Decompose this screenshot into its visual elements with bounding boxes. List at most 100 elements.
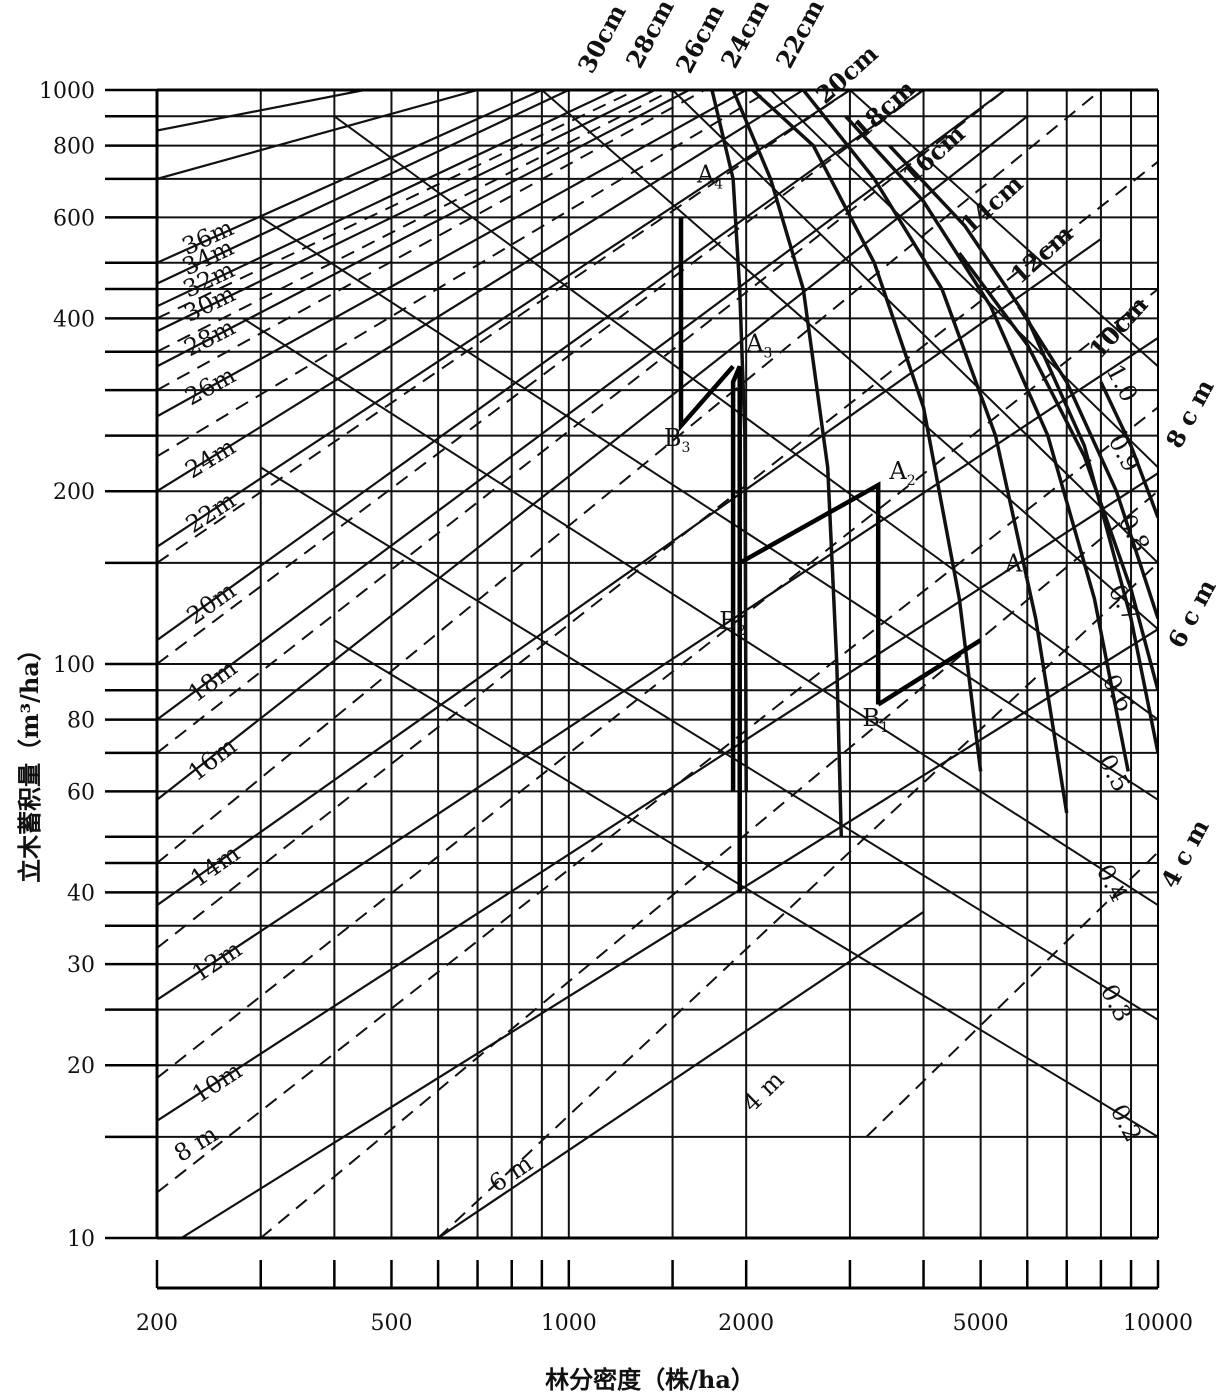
thinning-path-2	[738, 481, 881, 705]
height-line-label: 20m	[182, 576, 242, 630]
height-line-32m	[157, 90, 616, 308]
point-label-main: A	[696, 161, 715, 189]
point-label-sub: 2	[737, 623, 746, 639]
thinning-path-3	[678, 217, 735, 432]
point-label-sub: 3	[682, 440, 691, 456]
dashed-height-line-3	[157, 406, 1158, 1194]
axes: 10 20 30 40 60 80 100 200 400 600 800 1000 200 500 100…	[39, 79, 1193, 1336]
point-label-sub: 3	[764, 346, 773, 362]
diameter-curve-18cm	[844, 115, 1130, 772]
dashed-height-line-10	[157, 90, 772, 458]
point-label-sub: 4	[714, 177, 723, 193]
point-label-sub: 2	[907, 473, 916, 489]
height-line-20m	[157, 90, 925, 642]
point-label: A1	[1004, 549, 1031, 581]
diameter-label: 18cm	[847, 74, 921, 145]
height-line-30m	[157, 90, 656, 333]
y-tick-label: 80	[67, 709, 95, 734]
height-line-label: 22m	[181, 486, 241, 539]
x-axis-title: 林分密度（株/ha）	[545, 1365, 755, 1394]
point-label-main: B	[719, 607, 737, 635]
thinning-path-1	[730, 365, 742, 893]
point-label-main: B	[862, 704, 880, 732]
y-axis-title: 立木蓄积量（m³/ha）	[15, 637, 44, 883]
point-label: A3	[745, 330, 772, 362]
height-line-extra-0	[157, 90, 478, 180]
y-tick-label: 10	[67, 1227, 95, 1252]
dashed-height-line-5	[157, 160, 1158, 949]
x-tick-label: 200	[136, 1311, 178, 1336]
y-tick-label: 40	[67, 881, 95, 906]
dashed-height-line-8	[157, 90, 925, 665]
diameter-label: 26cm	[670, 0, 730, 78]
point-label-main: A	[745, 330, 764, 358]
x-tick-label: 10000	[1123, 1311, 1193, 1336]
y-tick-label: 600	[53, 206, 95, 231]
dashed-height-line-11	[157, 90, 706, 391]
density-index-label: 0.5	[1093, 750, 1136, 797]
y-tick-label: 800	[53, 135, 95, 160]
diameter-label: 30cm	[572, 0, 632, 78]
diameter-curve-10cm	[1099, 381, 1158, 519]
dashed-height-line-12	[157, 90, 674, 353]
height-line-36m	[157, 90, 543, 264]
diameter-curve-14cm	[957, 251, 1158, 691]
density-index-lines	[242, 90, 1158, 1138]
density-line-0.8	[671, 90, 1158, 564]
height-line-12m	[157, 336, 1158, 1001]
y-tick-label: 100	[53, 653, 95, 678]
thinning-paths	[678, 217, 982, 893]
height-line-6m	[437, 910, 925, 1238]
diameter-label: 8 c m	[1160, 374, 1220, 452]
height-line-34m	[157, 90, 570, 285]
point-label-main: B	[664, 424, 682, 452]
diameter-label: 22cm	[770, 0, 830, 73]
height-line-18m	[157, 90, 1006, 721]
x-tick-label: 500	[370, 1311, 412, 1336]
height-line-label: 24m	[180, 432, 240, 484]
density-line-0.4	[242, 317, 1158, 907]
x-tick-label: 2000	[718, 1311, 774, 1336]
point-label: A2	[888, 457, 915, 489]
diameter-curve-16cm	[888, 144, 1158, 754]
diameter-curve-12cm	[1017, 305, 1158, 620]
height-line-label: 4 m	[737, 1065, 789, 1117]
height-line-label: 26m	[180, 361, 240, 411]
point-label: B1	[862, 704, 889, 736]
y-tick-label: 200	[53, 480, 95, 505]
dashed-height-line-6	[157, 90, 1102, 864]
height-line-10m	[157, 472, 1158, 1122]
point-label-main: A	[1004, 549, 1023, 577]
density-index-label: 0.8	[1113, 510, 1156, 557]
height-line-extra-1	[157, 90, 365, 132]
diameter-label: 6 c m	[1162, 574, 1222, 652]
diameter-curve-20cm	[801, 90, 1069, 814]
density-index-label: 0.6	[1097, 670, 1140, 717]
point-label-sub: 1	[880, 720, 889, 736]
point-label: A4	[696, 161, 723, 193]
density-index-label: 1.0	[1101, 360, 1144, 407]
height-line-14m	[157, 238, 1102, 907]
height-line-24m	[157, 90, 804, 493]
dashed-height-line-2	[260, 490, 1158, 1238]
grid-lines	[156, 89, 1159, 1239]
x-tick-label: 1000	[541, 1311, 597, 1336]
plot-frame	[155, 88, 1159, 1240]
y-tick-label: 400	[53, 307, 95, 332]
height-line-28m	[157, 90, 690, 368]
diameter-curve-22cm	[751, 90, 983, 772]
point-label: B2	[719, 607, 746, 639]
height-line-label: 8 m	[169, 1120, 223, 1168]
y-tick-label: 30	[67, 953, 95, 978]
dashed-height-line-1	[437, 562, 1158, 1238]
height-line-26m	[157, 90, 747, 418]
height-line-22m	[157, 90, 851, 548]
y-tick-label: 1000	[39, 79, 95, 104]
density-line-0.6	[333, 115, 1158, 721]
diameter-curves	[710, 90, 1158, 837]
point-label-sub: 1	[1022, 565, 1031, 581]
height-line-8m	[180, 628, 1158, 1238]
point-label-main: A	[888, 457, 907, 485]
diameter-curve-24cm	[731, 90, 844, 837]
